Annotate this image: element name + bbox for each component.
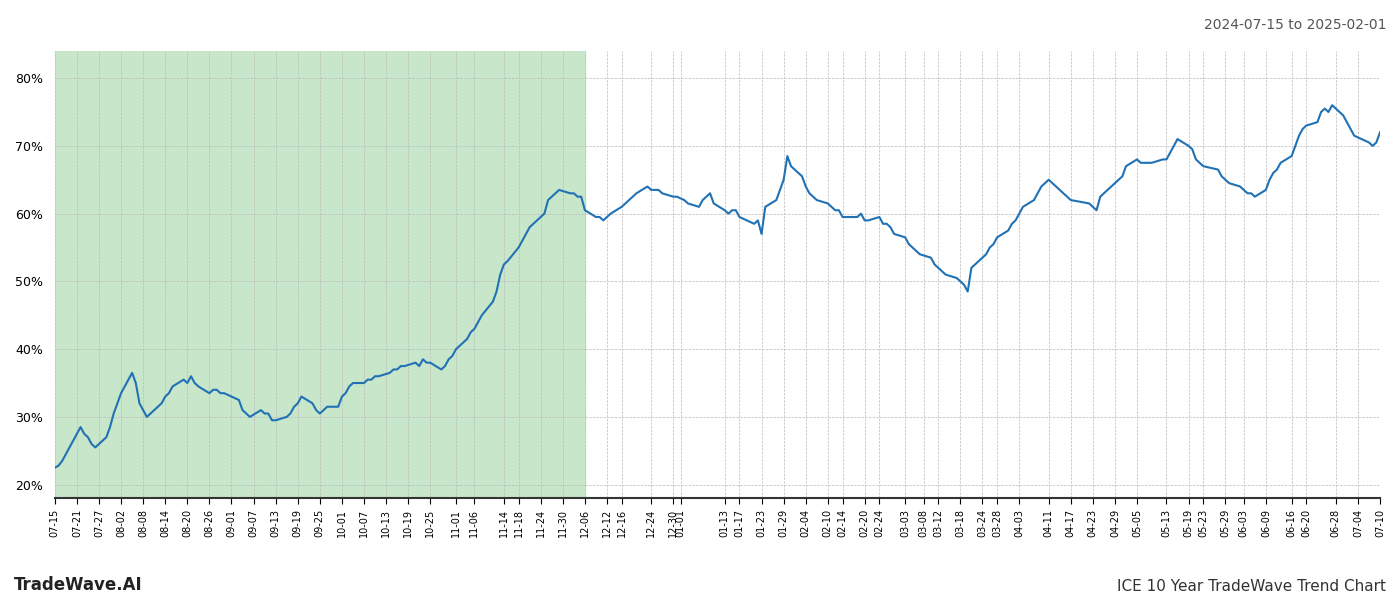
Bar (55, 51, 585, 498)
Text: ICE 10 Year TradeWave Trend Chart: ICE 10 Year TradeWave Trend Chart (1117, 579, 1386, 594)
Text: 2024-07-15 to 2025-02-01: 2024-07-15 to 2025-02-01 (1204, 18, 1386, 32)
Text: TradeWave.AI: TradeWave.AI (14, 576, 143, 594)
